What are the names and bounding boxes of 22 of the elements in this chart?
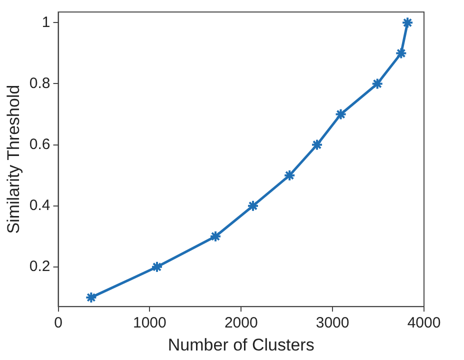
point xyxy=(284,169,296,182)
point xyxy=(311,138,324,151)
y-tick-label: 0.8 xyxy=(29,74,50,92)
y-tick-label: 0.4 xyxy=(29,196,50,214)
point xyxy=(395,47,408,60)
x-tick-label: 0 xyxy=(54,314,62,332)
point xyxy=(334,108,347,120)
x-tick-label: 3000 xyxy=(316,314,350,332)
point xyxy=(151,260,164,273)
x-axis-title: Number of Clusters xyxy=(168,335,314,354)
point xyxy=(210,230,222,242)
point xyxy=(371,78,384,90)
y-axis-title: Similarity Threshold xyxy=(4,84,23,234)
x-tick-label: 4000 xyxy=(407,314,441,332)
point xyxy=(402,16,414,29)
point xyxy=(247,200,260,212)
y-tick-label: 0.2 xyxy=(29,258,50,276)
y-tick-label: 0.6 xyxy=(29,136,50,153)
x-tick-label: 1000 xyxy=(133,314,166,332)
y-tick-label: 1 xyxy=(42,14,50,31)
point xyxy=(85,291,98,304)
x-tick-label: 2000 xyxy=(224,314,258,332)
